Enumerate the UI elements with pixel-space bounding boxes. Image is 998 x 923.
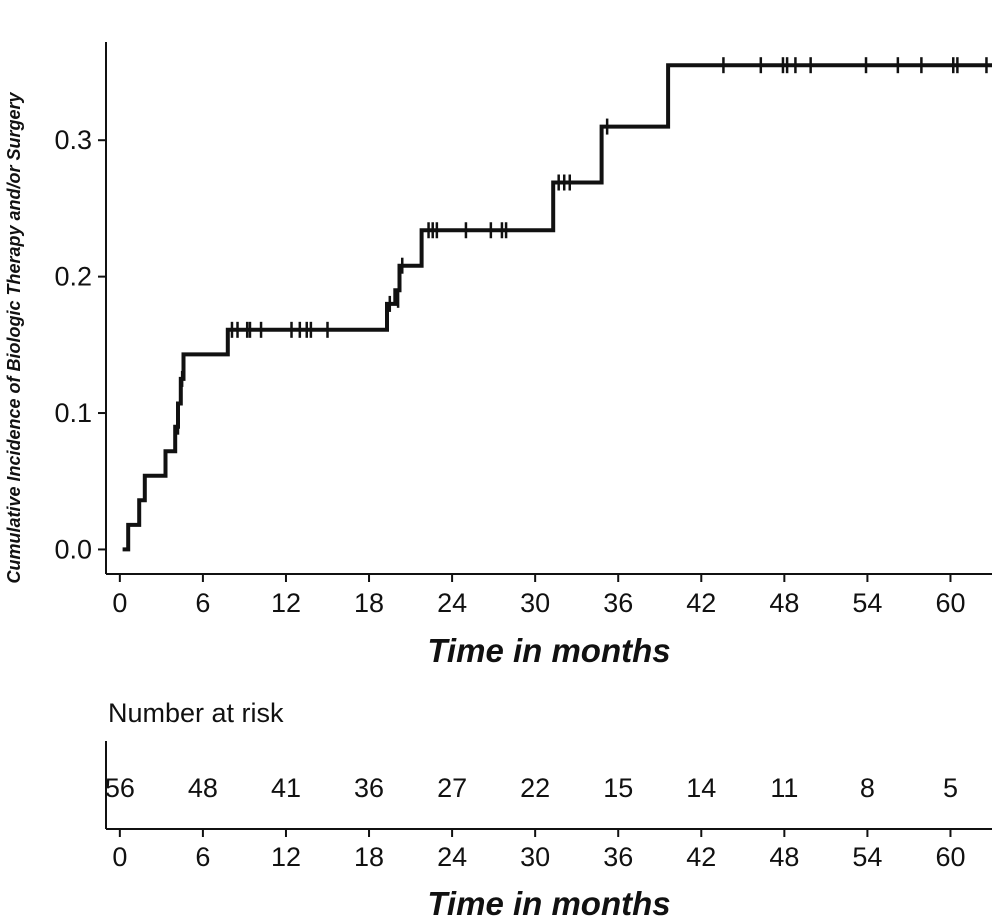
y-tick-label: 0.0 (54, 534, 92, 564)
risk-value: 8 (860, 773, 875, 803)
x-tick-label: 60 (935, 588, 965, 618)
risk-value: 14 (686, 773, 716, 803)
y-tick-label: 0.3 (54, 125, 92, 155)
x-tick-label: 24 (437, 588, 467, 618)
risk-x-tick-label: 36 (603, 842, 633, 872)
risk-table-x-axis-ticks: 0 6 12 18 24 30 36 42 48 54 60 (112, 829, 965, 872)
risk-table: Number at risk 56 48 41 36 27 22 15 14 11 8 5 0 6 12… (105, 698, 992, 922)
risk-x-tick-label: 42 (686, 842, 716, 872)
risk-x-tick-label: 54 (852, 842, 882, 872)
risk-values: 56 48 41 36 27 22 15 14 11 8 5 (105, 773, 958, 803)
x-tick-label: 12 (271, 588, 301, 618)
x-tick-label: 0 (112, 588, 127, 618)
risk-table-x-axis-title: Time in months (427, 885, 670, 922)
risk-value: 27 (437, 773, 467, 803)
y-axis-title: Cumulative Incidence of Biologic Therapy… (4, 91, 24, 583)
risk-value: 48 (188, 773, 218, 803)
x-tick-label: 6 (195, 588, 210, 618)
y-tick-label: 0.2 (54, 262, 92, 292)
risk-value: 41 (271, 773, 301, 803)
censor-marks (176, 57, 988, 435)
x-axis-ticks: 0 6 12 18 24 30 36 42 48 54 60 (112, 574, 965, 618)
y-tick-label: 0.1 (54, 398, 92, 428)
risk-x-tick-label: 48 (769, 842, 799, 872)
risk-x-tick-label: 30 (520, 842, 550, 872)
risk-x-tick-label: 12 (271, 842, 301, 872)
risk-x-tick-label: 60 (935, 842, 965, 872)
main-plot: Cumulative Incidence of Biologic Therapy… (4, 42, 992, 669)
x-tick-label: 42 (686, 588, 716, 618)
x-axis-title: Time in months (427, 632, 670, 669)
risk-x-tick-label: 0 (112, 842, 127, 872)
x-tick-label: 18 (354, 588, 384, 618)
risk-value: 56 (105, 773, 135, 803)
x-tick-label: 30 (520, 588, 550, 618)
risk-value: 22 (520, 773, 550, 803)
cumulative-incidence-curve (122, 63, 992, 552)
risk-x-tick-label: 18 (354, 842, 384, 872)
risk-x-tick-label: 24 (437, 842, 467, 872)
y-axis-ticks: 0.0 0.1 0.2 0.3 (54, 125, 106, 564)
x-tick-label: 36 (603, 588, 633, 618)
risk-value: 15 (603, 773, 633, 803)
risk-x-tick-label: 6 (195, 842, 210, 872)
x-tick-label: 54 (852, 588, 882, 618)
risk-table-title: Number at risk (108, 698, 284, 728)
risk-value: 5 (943, 773, 958, 803)
risk-value: 11 (770, 773, 798, 803)
x-tick-label: 48 (769, 588, 799, 618)
risk-value: 36 (354, 773, 384, 803)
